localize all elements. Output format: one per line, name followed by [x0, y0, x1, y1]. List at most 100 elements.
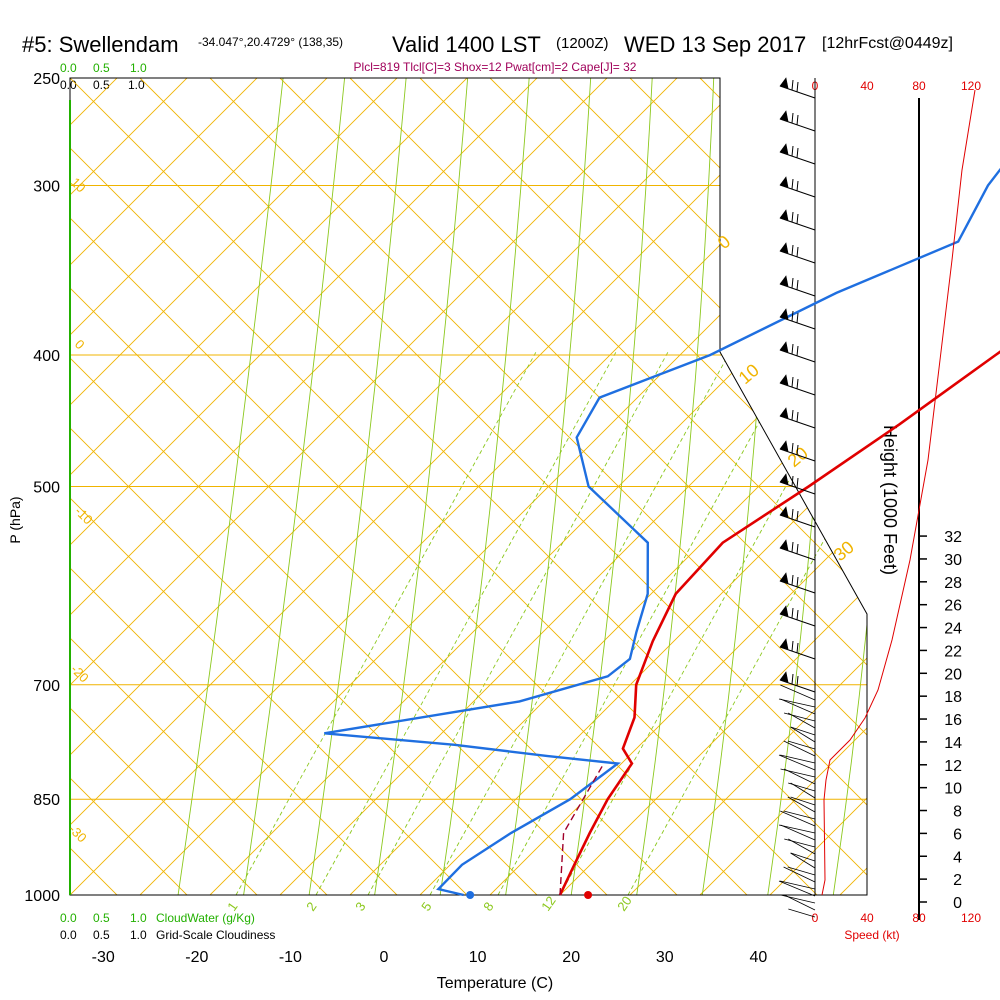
isotherm-line — [70, 0, 710, 895]
height-axis-label: Height (1000 Feet) — [880, 425, 900, 575]
dry-adiabat-line-2 — [70, 78, 341, 895]
dry-adiabat-line-2 — [980, 78, 1000, 978]
cloud-black-0: 0.0 — [60, 78, 77, 92]
temperature-line — [558, 350, 1000, 896]
wind-barb-staff — [780, 684, 816, 701]
dry-adiabat-line — [209, 78, 867, 895]
wind-barb-flag — [779, 143, 789, 155]
dry-adiabat-line-2 — [70, 78, 271, 895]
wind-barb-flag — [779, 539, 789, 551]
dry-adiabat-line-2 — [70, 78, 691, 895]
speed-bot-120: 120 — [961, 911, 981, 925]
isotherm-line — [0, 0, 150, 895]
dry-adiabat-line-2 — [349, 78, 867, 895]
temp-tick-label: -20 — [185, 949, 208, 966]
wind-barb-flag — [779, 506, 789, 518]
pressure-tick-label: 500 — [33, 480, 60, 497]
speed-top-40: 40 — [860, 79, 874, 93]
temp-tick-label: 30 — [656, 949, 674, 966]
dry-adiabat-line — [629, 78, 867, 895]
wind-barb-staff — [790, 852, 816, 862]
mixing-ratio-label: 2 — [303, 899, 319, 914]
cloud-scale-top: 0.0 0.5 1.0 0.0 0.5 1.0 — [60, 61, 147, 92]
wind-barb-flag — [779, 407, 789, 419]
isotherm-line — [0, 0, 80, 895]
wind-barb-feathers — [791, 640, 799, 654]
height-tick-label: 12 — [944, 758, 962, 775]
speed-bot-40: 40 — [860, 911, 874, 925]
dry-adiabat-line-2 — [70, 78, 551, 895]
speed-profile-line — [821, 89, 976, 896]
wind-barb-feathers — [791, 475, 799, 489]
speed-scale: 0 40 80 120 0 40 80 120 Speed (kt) — [812, 79, 982, 942]
height-tick-label: 14 — [944, 735, 962, 752]
speed-bot-0: 0 — [812, 911, 819, 925]
wind-barb-feathers — [791, 112, 799, 126]
isotherm-line — [0, 0, 640, 895]
height-tick-label: 6 — [953, 826, 962, 843]
mixing-ratio-label: 5 — [418, 899, 434, 914]
dry-adiabat-line-2 — [209, 78, 867, 895]
wind-barb-flag — [779, 671, 789, 683]
mixing-ratio-line — [367, 351, 669, 895]
wind-barb-staff — [778, 824, 816, 834]
cloudb-black-1: 0.5 — [93, 928, 110, 942]
dry-adiabat-line-2 — [489, 78, 867, 895]
wind-barb-staff — [783, 712, 816, 722]
mixing-ratio-line — [429, 351, 731, 895]
wind-barb-flag — [779, 209, 789, 221]
isotherm-line — [420, 0, 1000, 895]
wind-barb-feathers — [791, 673, 799, 687]
cloudb-green-0: 0.0 — [60, 911, 77, 925]
surface-temp-dot — [584, 891, 593, 899]
height-tick-label: 22 — [944, 643, 962, 660]
pressure-tick-label: 1000 — [24, 888, 60, 905]
cloud-black-1: 0.5 — [93, 78, 110, 92]
dry-adiabat-line — [70, 78, 551, 895]
dry-adiabat-line-2 — [419, 78, 867, 895]
mixing-ratio-label: 20 — [614, 893, 635, 913]
dry-adiabat-line-2 — [70, 78, 867, 895]
cloud-green-0: 0.0 — [60, 61, 77, 75]
dry-adiabat-label: 30 — [830, 537, 858, 565]
speed-top-120: 120 — [961, 79, 981, 93]
valid-time: Valid 1400 LST — [392, 32, 541, 57]
dry-adiabat-line — [489, 78, 867, 895]
dry-adiabat-label: -20 — [68, 662, 92, 686]
wind-barb-flag — [779, 77, 789, 89]
height-tick-label: 18 — [944, 689, 962, 706]
dry-adiabat-label: -10 — [72, 504, 96, 528]
wind-barb-staff — [778, 880, 816, 897]
wind-barb-staff — [783, 866, 816, 883]
wind-barb-staff — [780, 880, 816, 890]
dry-adiabat-line — [0, 0, 60, 895]
wind-barb-feathers — [791, 508, 799, 522]
dry-adiabat-line — [419, 78, 867, 895]
mixing-ratio-line — [497, 351, 799, 895]
dry-adiabat-line-2 — [70, 78, 831, 895]
isotherm-line — [980, 0, 1000, 895]
wind-barb-flag — [779, 572, 789, 584]
dry-adiabat-line — [70, 78, 867, 895]
cloud-green-1: 0.5 — [93, 61, 110, 75]
cloud-black-2: 1.0 — [128, 78, 145, 92]
wind-barb-staff — [778, 754, 816, 771]
wind-barb-feathers — [791, 79, 799, 93]
wind-barb-flag — [779, 308, 789, 320]
wind-barb-staff — [790, 852, 816, 869]
wind-barb-staff — [787, 796, 816, 813]
wind-barb-staff — [788, 908, 816, 918]
mixing-ratio-label: 12 — [538, 893, 559, 913]
dry-adiabat-line — [70, 78, 621, 895]
dry-adiabat-line — [70, 78, 867, 895]
dry-adiabat-line — [139, 78, 867, 895]
parcel-line — [559, 763, 605, 896]
dry-adiabat-line — [980, 0, 1000, 895]
speed-top-80: 80 — [912, 79, 926, 93]
cloudwater-label: CloudWater (g/Kg) — [156, 911, 255, 925]
dry-adiabat-label: 10 — [68, 175, 89, 196]
temp-tick-label: -10 — [279, 949, 302, 966]
isotherm-line — [0, 0, 430, 895]
temp-tick-label: 20 — [562, 949, 580, 966]
